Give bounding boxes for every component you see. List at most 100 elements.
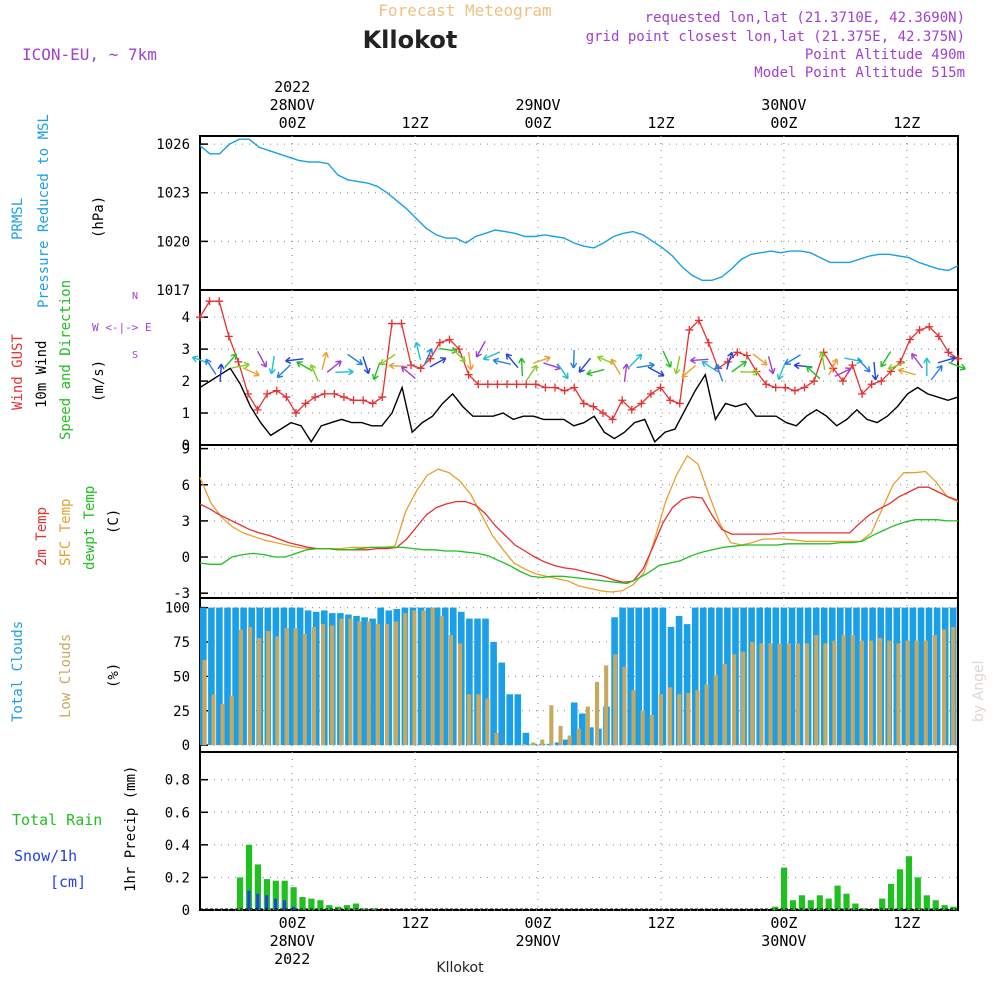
pressure-label-desc: Pressure Reduced to MSL	[36, 114, 52, 308]
low-cloud-bar	[905, 640, 910, 746]
total-cloud-bar	[425, 607, 433, 746]
total-cloud-bar	[845, 607, 852, 746]
wind-direction-arrow	[372, 362, 381, 381]
total-cloud-bar	[522, 732, 530, 746]
wind-gust-point	[560, 386, 569, 395]
total-cloud-bar	[304, 610, 312, 746]
pressure-line	[199, 138, 959, 281]
low-cloud-bar	[942, 629, 947, 746]
wind-gust-point	[915, 325, 924, 334]
rain-bar	[281, 880, 288, 910]
wind-direction-arrow	[379, 353, 396, 366]
total-cloud-bar	[579, 713, 586, 746]
wind-gust-point	[877, 377, 886, 386]
total-cloud-bar	[829, 607, 836, 746]
wind-direction-arrow	[492, 357, 512, 365]
temp-tick-label: 9	[182, 442, 190, 458]
arrow-shape	[610, 358, 621, 376]
arrow-shape	[776, 362, 786, 380]
wind-gust-point	[800, 383, 809, 392]
arrow-shape	[321, 351, 329, 370]
arrow-shape	[326, 360, 342, 373]
low-clouds-label: Low Clouds	[58, 634, 74, 718]
wind-gust-point	[224, 332, 233, 341]
arrow-shape	[309, 364, 319, 382]
wind-gust-point	[397, 319, 406, 328]
precip-bars	[200, 844, 958, 910]
arrow-shape	[887, 361, 906, 371]
low-cloud-bar	[311, 626, 316, 746]
wind-direction-arrow	[767, 356, 776, 375]
wind-direction-arrow	[887, 361, 906, 371]
total-cloud-bar	[925, 607, 933, 746]
wind-direction-arrow	[726, 351, 735, 370]
footer-location: Kllokot	[436, 960, 484, 976]
wind-gust-point	[704, 338, 713, 347]
top-time-axis: 00Z 12Z 00Z 12Z 00Z 12Z 28NOV 29NOV 30NOV 2022	[270, 78, 921, 132]
low-cloud-bar	[421, 610, 426, 746]
wind-direction-arrow	[690, 356, 709, 364]
low-cloud-bar	[229, 695, 234, 746]
total-cloud-bar	[514, 694, 522, 746]
bottom-hour-label: 12Z	[647, 914, 674, 932]
total-cloud-bar	[450, 607, 457, 746]
requested-coords: requested lon,lat (21.3710E, 42.3690N)	[645, 10, 965, 26]
wind-gust-point	[810, 377, 819, 386]
low-cloud-bar	[759, 643, 764, 746]
low-cloud-bar	[412, 610, 417, 746]
precip-unit: 1hr Precip (mm)	[123, 766, 139, 892]
cloud-bars	[200, 607, 957, 746]
low-cloud-bar	[914, 640, 919, 746]
arrow-shape	[834, 367, 852, 378]
arrow-shape	[897, 367, 916, 376]
rain-bar	[923, 895, 930, 910]
rain-bar	[879, 898, 886, 910]
arrow-shape	[439, 346, 458, 355]
bottom-year-label: 2022	[274, 950, 310, 968]
total-cloud-bar	[861, 607, 868, 746]
wind-gust-point	[646, 389, 655, 398]
low-cloud-bar	[293, 628, 298, 746]
total-cloud-bar	[369, 618, 376, 746]
total-cloud-bar	[570, 702, 578, 746]
wind-direction-arrow	[400, 366, 416, 379]
low-cloud-bar	[631, 690, 636, 746]
bottom-date-label: 30NOV	[761, 932, 806, 950]
snow-bar	[291, 906, 295, 910]
wind-direction-arrow	[818, 351, 826, 370]
wind-direction-arrow	[857, 358, 871, 373]
total-cloud-bar	[708, 607, 715, 746]
arrow-shape	[930, 364, 943, 381]
low-cloud-bar	[375, 624, 380, 746]
wind-direction-arrow	[937, 355, 956, 364]
arrow-shape	[828, 358, 839, 376]
pressure-label-prmsl: PRMSL	[10, 198, 26, 240]
wind-direction-arrow	[776, 362, 786, 380]
rain-label: Total Rain	[12, 811, 102, 829]
arrow-shape	[205, 358, 217, 375]
wind-direction-arrow	[217, 363, 225, 383]
wind-gust-point	[541, 383, 550, 392]
wind-gust-point	[570, 383, 579, 392]
wind-direction-arrow	[413, 341, 422, 360]
total-cloud-bar	[361, 617, 368, 746]
wind-gust-point	[925, 322, 934, 331]
low-cloud-bar	[604, 665, 609, 746]
wind-direction-arrow	[231, 361, 250, 369]
clouds-tick-label: 50	[173, 669, 190, 685]
rain-bar	[781, 867, 788, 910]
arrow-shape	[570, 349, 578, 369]
wind-direction-arrow	[880, 351, 892, 368]
arrow-shape	[628, 353, 643, 368]
wind-gust-point	[474, 380, 483, 389]
wind-gust-point	[762, 380, 771, 389]
arrow-shape	[533, 355, 551, 364]
low-cloud-bar	[211, 694, 216, 746]
total-cloud-bar	[788, 607, 796, 746]
wind-direction-arrow	[610, 358, 621, 376]
total-cloud-bar	[562, 739, 570, 746]
arrow-shape	[740, 368, 759, 376]
low-cloud-bar	[247, 626, 252, 746]
total-cloud-bar	[933, 607, 941, 746]
wind-gust-point	[215, 297, 224, 306]
